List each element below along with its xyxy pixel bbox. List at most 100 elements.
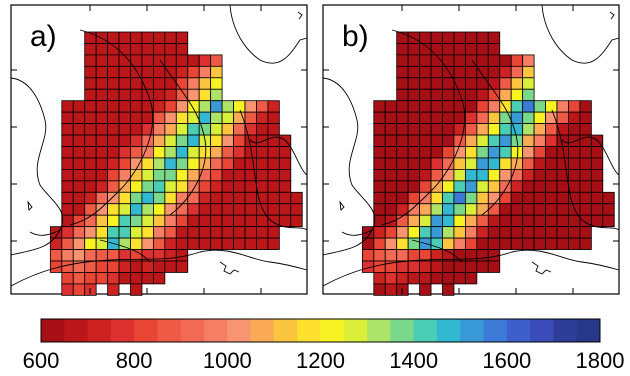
- panel-a-grid-cell: [256, 134, 269, 147]
- panel-a-grid-cell: [164, 123, 177, 136]
- panel-a-grid-cell: [152, 203, 166, 216]
- panel-b-grid-cell: [464, 260, 478, 273]
- panel-a-grid-cell: [175, 237, 189, 250]
- panel-b-grid-cell: [442, 237, 455, 250]
- panel-b-grid-cell: [510, 180, 524, 193]
- panel-b-grid-cell: [396, 249, 409, 262]
- panel-b-grid-cell: [556, 111, 569, 125]
- panel-a-grid-cell: [141, 203, 154, 216]
- panel-a-grid-cell: [72, 237, 86, 250]
- panel-b-grid-cell: [396, 191, 409, 205]
- panel-b-grid-cell: [487, 249, 501, 262]
- panel-b-grid-cell: [396, 180, 409, 193]
- panel-b-grid-cell: [545, 237, 558, 250]
- panel-b-grid-cell: [407, 180, 420, 193]
- panel-a-grid-cell: [198, 203, 212, 216]
- panel-a-grid-cell: [95, 54, 109, 67]
- panel-b-grid-cell: [510, 54, 524, 67]
- panel-b-grid-cell: [442, 134, 455, 147]
- panel-a-grid-cell: [233, 180, 246, 193]
- panel-b-grid-cell: [430, 134, 443, 147]
- panel-a-grid-cell: [95, 111, 109, 125]
- panel-a-grid-cell: [221, 123, 234, 136]
- panel-b-grid-cell: [464, 157, 478, 170]
- panel-a-grid-cell: [267, 168, 280, 182]
- panel-b-grid-cell: [476, 100, 489, 113]
- panel-a-grid-cell: [164, 237, 177, 250]
- panel-b-grid-cell: [373, 191, 386, 205]
- panel-a-grid-cell: [175, 77, 189, 90]
- panel-a-grid-cell: [84, 249, 97, 262]
- panel-a-grid-cell: [210, 111, 223, 125]
- panel-b-grid-cell: [361, 237, 375, 250]
- panel-a-grid-cell: [107, 157, 120, 170]
- panel-a-grid-cell: [175, 111, 189, 125]
- panel-a-grid-cell: [221, 191, 234, 205]
- panel-a-grid-cell: [267, 157, 280, 170]
- panel-b-grid-cell: [407, 88, 420, 102]
- panel-b-grid-cell: [487, 54, 501, 67]
- panel-a-grid-cell: [221, 226, 234, 239]
- panel-a-grid-cell: [72, 100, 86, 113]
- panel-a-grid-cell: [187, 123, 200, 136]
- panel-a-grid-cell: [221, 237, 234, 250]
- panel-a-grid-cell: [164, 31, 177, 44]
- panel-b-grid-cell: [487, 146, 501, 159]
- panel-b-grid-cell: [568, 157, 581, 170]
- panel-b-grid-cell: [556, 226, 569, 239]
- panel-a-grid-cell: [210, 191, 223, 205]
- panel-a-grid-cell: [84, 214, 97, 228]
- panel-a-grid-cell: [244, 100, 257, 113]
- panel-b-grid-cell: [522, 237, 535, 250]
- panel-b-grid-cell: [476, 88, 489, 102]
- panel-a-grid-cell: [141, 191, 154, 205]
- panel-a-grid-cell: [267, 180, 280, 193]
- panel-a-grid-cell: [141, 260, 154, 273]
- panel-b-grid-cell: [533, 100, 546, 113]
- panel-a-grid-cell: [164, 146, 177, 159]
- colorbar-swatch: [343, 319, 368, 342]
- panel-a-grid-cell: [72, 111, 86, 125]
- panel-b-grid-cell: [464, 146, 478, 159]
- panel-b-grid-cell: [510, 111, 524, 125]
- panel-b-grid-cell: [579, 123, 592, 136]
- panel-a-grid-cell: [152, 123, 166, 136]
- panel-a-grid-cell: [187, 54, 200, 67]
- panel-a-grid-cell: [95, 88, 109, 102]
- panel-b-grid-cell: [522, 77, 535, 90]
- panel-a-grid-cell: [187, 226, 200, 239]
- panel-a-grid-cell: [95, 157, 109, 170]
- panel-b-grid-cell: [487, 203, 501, 216]
- panel-b-grid-cell: [487, 123, 501, 136]
- panel-a-grid-cell: [107, 191, 120, 205]
- colorbar-swatch: [227, 319, 252, 342]
- panel-b-grid-cell: [533, 203, 546, 216]
- panel-a-grid-cell: [141, 111, 154, 125]
- colorbar-tick-label: 800: [116, 348, 153, 373]
- panel-b-grid-cell: [476, 43, 489, 56]
- panel-a-grid-cell: [107, 260, 120, 273]
- panel-a-grid-cell: [118, 77, 131, 90]
- panel-a-grid-cell: [141, 226, 154, 239]
- panel-a-grid-cell: [175, 203, 189, 216]
- panel-a-grid-cell: [152, 146, 166, 159]
- panel-b-grid-cell: [487, 134, 501, 147]
- colorbar-swatch: [41, 319, 65, 342]
- colorbar-swatch: [273, 319, 298, 342]
- panel-a-grid-cell: [118, 203, 131, 216]
- colorbar-swatch: [413, 319, 438, 342]
- panel-a-grid-cell: [107, 214, 120, 228]
- panel-a-grid-cell: [198, 111, 212, 125]
- panel-a-grid-cell: [256, 157, 269, 170]
- panel-a-grid-cell: [175, 43, 189, 56]
- panel-a-grid-cell: [130, 123, 143, 136]
- panel-b-grid-cell: [396, 43, 409, 56]
- panel-a-grid-cell: [187, 157, 200, 170]
- panel-b-grid-cell: [510, 88, 524, 102]
- panel-a-grid-cell: [152, 180, 166, 193]
- panel-b-grid-cell: [384, 146, 398, 159]
- panel-b-grid-cell: [442, 31, 455, 44]
- panel-a-grid-cell: [198, 226, 212, 239]
- panel-a-grid-cell: [164, 214, 177, 228]
